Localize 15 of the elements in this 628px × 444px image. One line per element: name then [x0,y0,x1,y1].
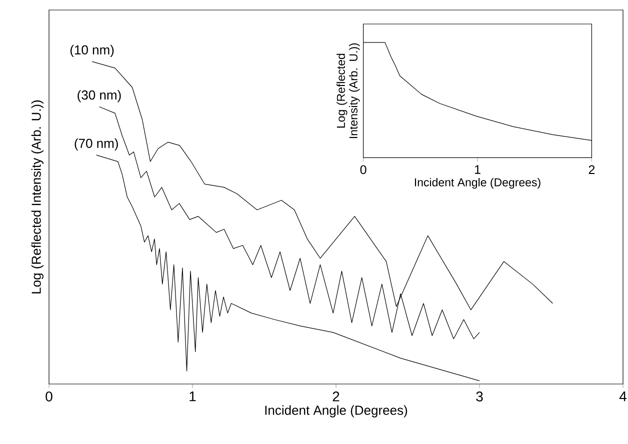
series-label: (70 nm) [74,138,118,151]
x-axis-title: Incident Angle (Degrees) [265,405,408,418]
x-axis-title: Incident Angle (Degrees) [414,178,540,189]
x-tick-label: 3 [476,392,483,402]
x-tick-label: 2 [332,392,340,402]
x-tick-label: 2 [588,165,595,174]
series-label: (30 nm) [78,90,121,102]
series-label: (10 nm) [70,44,114,58]
y-axis-title: Log (Reflected Intensity (Arb. U.)) [336,43,360,138]
y-axis-title: Log (Reflected Intensity (Arb. U.)) [31,100,44,294]
x-tick-label: 0 [46,392,52,402]
x-tick-label: 0 [360,165,366,174]
x-tick-label: 1 [474,165,480,174]
x-tick-label: 4 [619,392,626,402]
x-tick-label: 1 [190,392,196,402]
